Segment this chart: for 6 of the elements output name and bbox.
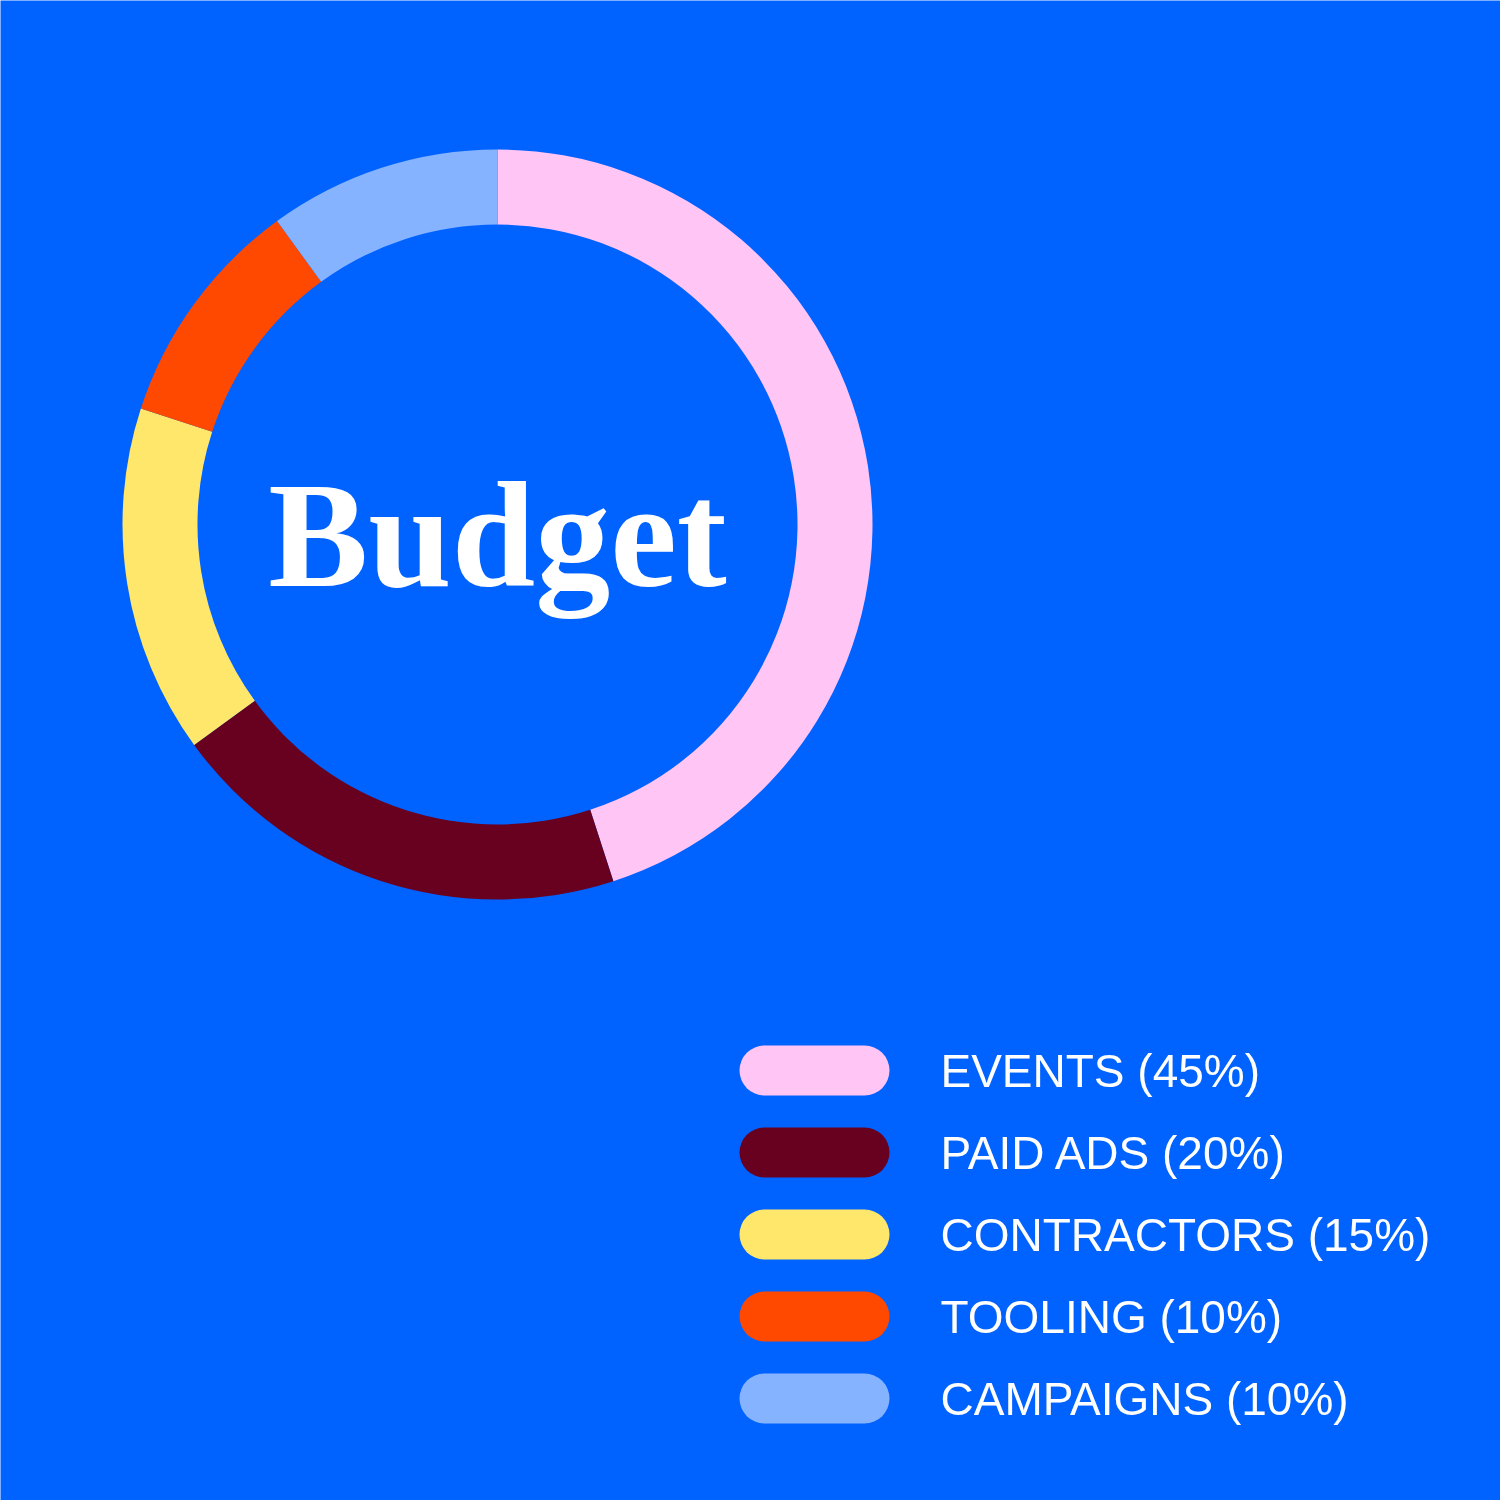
legend-label: EVENTS (45%) (940, 1044, 1261, 1097)
legend-label: PAID ADS (20%) (940, 1126, 1285, 1179)
legend-label: CONTRACTORS (15%) (940, 1208, 1431, 1261)
text: Budget (268, 451, 727, 619)
legend-label: CAMPAIGNS (10%) (940, 1372, 1349, 1425)
legend-label: TOOLING (10%) (940, 1290, 1283, 1343)
